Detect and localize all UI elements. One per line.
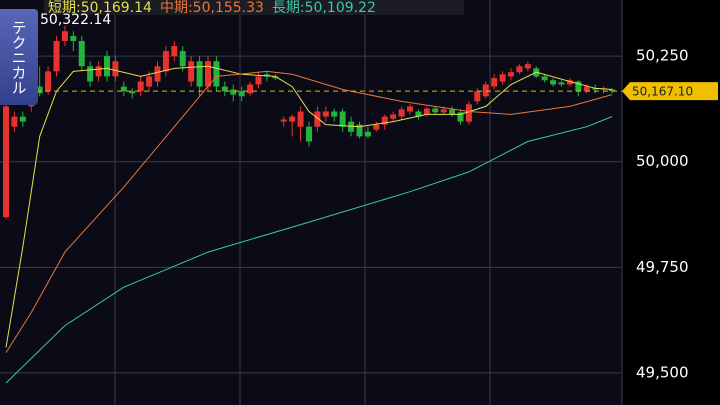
candle-body [390,114,397,119]
candle-body [171,46,178,57]
candle-body [289,116,296,122]
candle-body [474,91,481,102]
candle-body [129,91,136,94]
candle-body [482,84,489,97]
candle-body [205,61,211,87]
moving-average [5,65,613,348]
candle-body [112,61,119,77]
current-price-label: 50,167.10 [632,85,693,99]
candle-body [230,89,237,95]
candle-body [516,66,523,73]
candle-body [137,81,144,92]
candle-body [407,106,413,112]
candle-body [297,111,304,127]
candle-body [524,64,531,69]
candle-body [432,108,439,113]
candle-body [415,111,422,117]
candle-body [364,131,371,137]
candle-body [609,89,615,92]
candle-body [45,71,52,92]
candle-body [331,111,338,117]
candle-body [95,66,102,77]
candle-body [36,86,43,94]
candle-body [583,86,590,92]
legend-bg [44,0,464,15]
candle-body [188,61,195,82]
candle-body [356,124,363,137]
candle-body [154,66,161,82]
candle-body [78,40,85,67]
y-tick-label: 49,500 [636,363,689,381]
candle-body [566,80,573,85]
candle-body [221,86,228,92]
candle-body [53,40,60,72]
candle-body [465,104,472,122]
candle-body [196,61,203,87]
candle-body [120,86,127,92]
candle-body [499,74,506,82]
candle-body [398,109,405,117]
candle-body [3,106,9,218]
candle-body [381,116,388,125]
technical-button[interactable]: テクニカル [0,9,38,105]
candle-body [558,82,565,85]
candle-body [146,76,153,87]
candle-body [61,31,68,41]
y-tick-label: 49,750 [636,258,689,276]
y-tick-label: 50,250 [636,47,689,65]
candle-body [339,111,346,127]
candle-body [11,116,18,127]
candle-body [162,51,169,72]
candle-body [255,76,262,85]
candle-body [348,121,355,132]
candle-body [541,76,548,81]
candle-body [449,109,456,115]
candle-body [457,112,464,122]
candle-body [213,61,220,87]
legend-entry: 短期:50,169.14 [48,0,152,16]
candle-body [314,111,321,127]
candle-body [247,84,254,94]
candle-body [373,124,380,130]
candle-body [104,56,110,77]
high-label: 50,322.14 [40,12,111,28]
moving-average [5,70,613,353]
candle-body [491,78,498,87]
legend-entry: 中期:50,155.33 [160,0,264,16]
legend-entry: 長期:50,109.22 [272,0,376,16]
candle-body [508,72,514,77]
candle-body [322,111,329,117]
candle-body [550,80,557,85]
candle-body [306,126,312,142]
candle-body [87,66,94,82]
candle-body [575,81,582,92]
candle-body [423,108,430,115]
candle-body [70,35,77,41]
candle-body [280,119,287,122]
candle-body [272,76,279,79]
candle-body [19,116,26,122]
candle-body [440,109,447,113]
current-price-tag [622,82,718,101]
axis-panel [622,0,720,405]
y-tick-label: 50,000 [636,152,689,170]
candle-body [179,51,186,67]
candle-body [592,88,599,90]
moving-average [5,116,613,384]
candle-body [238,91,245,97]
